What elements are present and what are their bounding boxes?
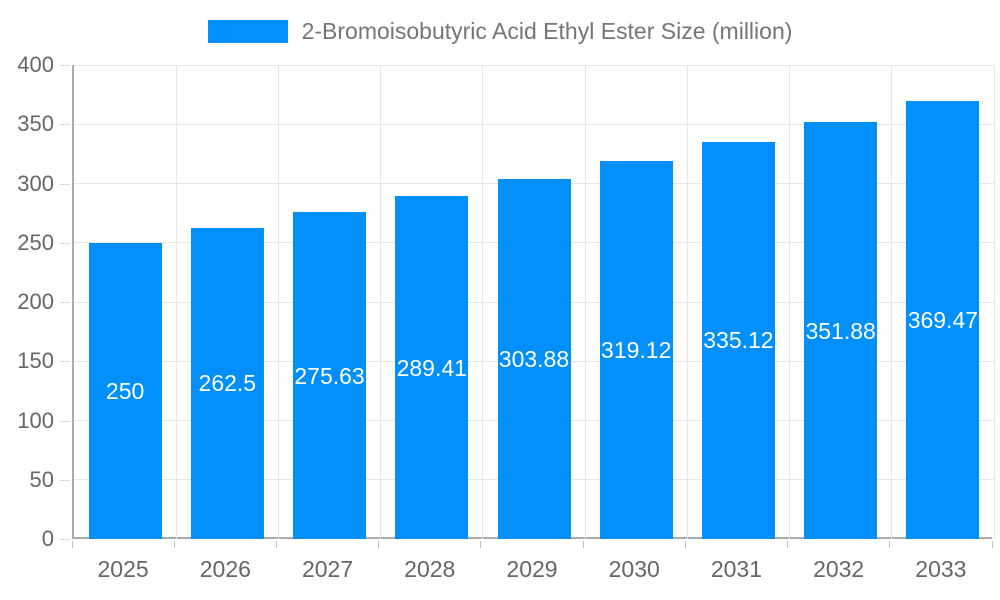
gridline-vertical [584,65,586,539]
x-axis-label: 2030 [608,556,660,582]
gridline-horizontal [74,64,994,66]
y-axis-label: 400 [17,52,54,77]
gridline-vertical [380,65,382,539]
legend-swatch [207,19,288,43]
x-tick-mark [991,541,993,548]
gridline-vertical [686,65,688,539]
bar[interactable] [701,141,775,539]
x-tick-mark [71,541,73,548]
bar[interactable] [88,242,162,539]
y-axis-label: 0 [41,526,54,551]
x-tick-mark [480,541,482,548]
plot-area: 250 262.5 275.63 289.41 303.88 319.12 335.12 35… [72,64,995,539]
x-axis-label: 2028 [404,556,456,582]
x-axis-label: 2031 [710,556,763,582]
y-axis-label: 250 [17,229,54,255]
x-tick-mark [275,541,277,548]
y-tick-mark [60,420,70,422]
bar[interactable] [395,196,469,539]
y-tick-mark [60,65,70,66]
gridline-vertical [891,65,893,539]
bar[interactable] [804,122,878,539]
x-axis-label: 2026 [199,556,251,582]
bar[interactable] [190,227,264,539]
bar[interactable] [497,178,571,539]
bar[interactable] [599,160,673,539]
y-tick-mark [60,361,70,363]
y-tick-mark [60,124,70,126]
x-axis-label: 2027 [301,556,354,582]
x-axis-label: 2029 [506,556,558,582]
gridline-vertical [993,65,995,539]
bar[interactable] [293,212,367,539]
x-tick-mark [684,541,686,548]
y-tick-mark [60,242,70,244]
y-axis-label: 150 [17,348,54,374]
y-axis-label: 350 [17,111,54,137]
x-tick-mark [378,541,380,548]
gridline-vertical [175,65,177,539]
gridline-vertical [277,65,279,539]
y-axis-label: 100 [17,407,54,433]
x-tick-mark [582,541,584,548]
x-axis-label: 2032 [813,556,865,582]
y-tick-mark [60,183,70,185]
x-tick-mark [173,541,175,548]
legend-label: 2-Bromoisobutyric Acid Ethyl Ester Size … [301,17,793,44]
gridline-vertical [482,65,484,539]
gridline-horizontal [74,123,994,125]
x-tick-mark [889,541,891,548]
y-axis-label: 50 [29,466,54,492]
y-axis-label: 300 [17,170,54,196]
bar[interactable] [906,101,980,539]
y-tick-mark [60,479,70,481]
y-tick-mark [60,302,70,303]
y-tick-mark [60,539,70,540]
gridline-vertical [789,65,791,539]
x-tick-mark [787,541,789,548]
x-axis-label: 2025 [97,556,149,582]
y-axis-label: 200 [17,289,54,314]
x-axis-label: 2033 [915,556,967,582]
legend-item[interactable]: 2-Bromoisobutyric Acid Ethyl Ester Size … [0,14,1000,48]
